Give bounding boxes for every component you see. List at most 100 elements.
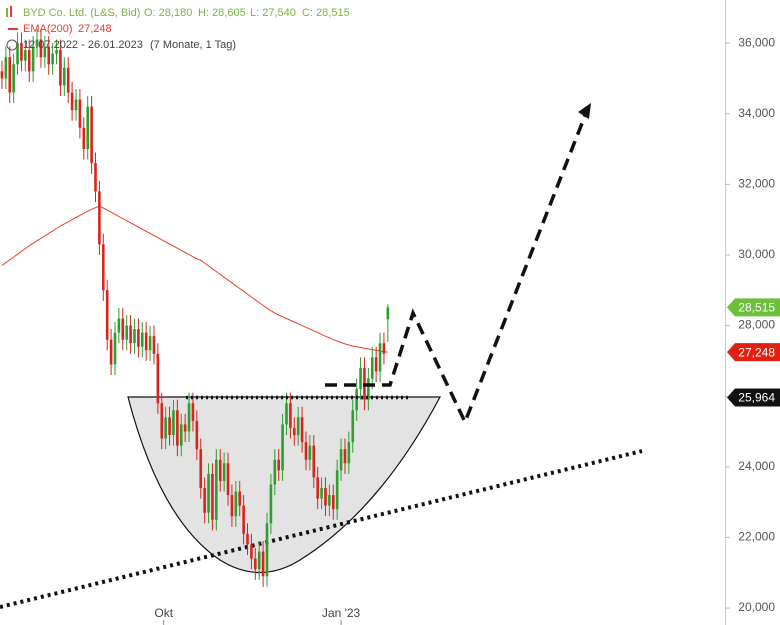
candle-body <box>27 50 31 72</box>
ohlc-close: C: 28,515 <box>302 7 350 19</box>
candle-body <box>265 523 269 577</box>
candle-body <box>4 57 8 79</box>
candle-body <box>312 445 316 478</box>
candle-body <box>300 417 304 443</box>
y-tick-label: 34,000 <box>738 106 775 120</box>
candle-body <box>105 290 109 340</box>
candle-body <box>339 449 343 471</box>
candle-body <box>324 487 327 506</box>
ohlc-low: L: 27,540 <box>250 7 296 19</box>
plot <box>0 28 390 587</box>
candle-body <box>117 318 121 333</box>
y-tick-label: 30,000 <box>738 247 775 261</box>
candle-body <box>43 46 47 58</box>
candle-icon <box>6 8 8 17</box>
candle-body <box>246 533 249 545</box>
candle-body <box>152 336 156 354</box>
candle-body <box>367 378 370 400</box>
candle-body <box>70 92 74 111</box>
candle-body <box>121 318 125 340</box>
candle-body <box>191 403 195 421</box>
cup-annotation <box>127 396 441 574</box>
candle-body <box>370 357 374 379</box>
y-tick-label: 28,000 <box>738 318 775 332</box>
candle-body <box>238 491 242 506</box>
candle-body <box>281 424 284 471</box>
candle-body <box>55 50 58 54</box>
candle-body <box>125 325 128 340</box>
candle-body <box>374 357 378 372</box>
candle-body <box>129 325 132 344</box>
price-marker <box>727 343 780 362</box>
candle-body <box>308 445 312 460</box>
candle-body <box>168 417 171 436</box>
candle-body <box>187 403 191 432</box>
candle-body <box>296 417 300 436</box>
candle-body <box>160 403 164 439</box>
candle-body <box>16 43 19 65</box>
price-marker-label: 25,964 <box>738 391 775 405</box>
candle-body <box>98 191 101 245</box>
candle-body <box>304 442 308 460</box>
candle-body <box>47 46 51 65</box>
price-marker <box>727 388 780 407</box>
candle-body <box>133 329 136 344</box>
x-tick-label: Jan '23 <box>322 606 361 620</box>
instrument-name: BYD Co. Ltd. (L&S, Bid) <box>23 7 140 19</box>
candle-body <box>382 343 386 354</box>
candle-body <box>328 495 331 506</box>
candle-body <box>164 417 167 439</box>
candle-body <box>86 106 90 150</box>
candle-body <box>176 410 179 446</box>
candle-body <box>261 551 265 577</box>
candle-body <box>250 544 253 559</box>
y-tick-label: 36,000 <box>738 35 775 49</box>
projection-arrow <box>325 107 590 427</box>
candle-body <box>218 459 222 481</box>
candle-body <box>35 39 39 47</box>
trend-line <box>0 449 643 609</box>
ohlc-open: O: 28,180 <box>144 7 192 19</box>
candle-body <box>347 442 351 464</box>
candle-body <box>20 43 23 61</box>
candle-body <box>148 336 152 351</box>
candle-body <box>12 64 15 93</box>
candle-body <box>351 410 355 443</box>
candle-body <box>140 332 144 347</box>
ohlc-high: H: 28,605 <box>198 7 246 19</box>
candle-body <box>24 50 27 61</box>
candle-body <box>285 403 288 425</box>
candle-body <box>8 57 12 93</box>
candle-body <box>222 463 226 481</box>
candle-body <box>226 463 230 496</box>
candle-icon <box>10 6 12 17</box>
y-tick-label: 32,000 <box>738 176 775 190</box>
candle-body <box>82 127 86 150</box>
ema-icon <box>8 28 18 30</box>
candle-body <box>320 487 323 499</box>
candle-body <box>273 459 277 485</box>
header: BYD Co. Ltd. (L&S, Bid) O: 28,180 H: 28,… <box>6 6 350 51</box>
y-tick-label: 20,000 <box>738 600 775 614</box>
candle-body <box>63 67 66 86</box>
arrow-head <box>578 103 591 119</box>
candle-body <box>39 39 43 58</box>
candle-body <box>144 332 148 351</box>
candle-body <box>292 427 296 436</box>
interval: (7 Monate, 1 Tag) <box>150 39 236 51</box>
candle-body <box>386 307 390 320</box>
candle-body <box>207 473 210 513</box>
ema-value: 27,248 <box>78 23 112 35</box>
candle-body <box>203 487 206 513</box>
candle-body <box>254 558 257 570</box>
candle-body <box>74 99 78 111</box>
y-tick-label: 24,000 <box>738 459 775 473</box>
candle-body <box>277 459 280 471</box>
candle-body <box>269 484 273 524</box>
candle-body <box>199 449 203 488</box>
candle-body <box>343 449 347 464</box>
ema-name: EMA(200) <box>23 23 73 35</box>
candle-body <box>0 71 4 79</box>
candle-body <box>66 67 70 93</box>
